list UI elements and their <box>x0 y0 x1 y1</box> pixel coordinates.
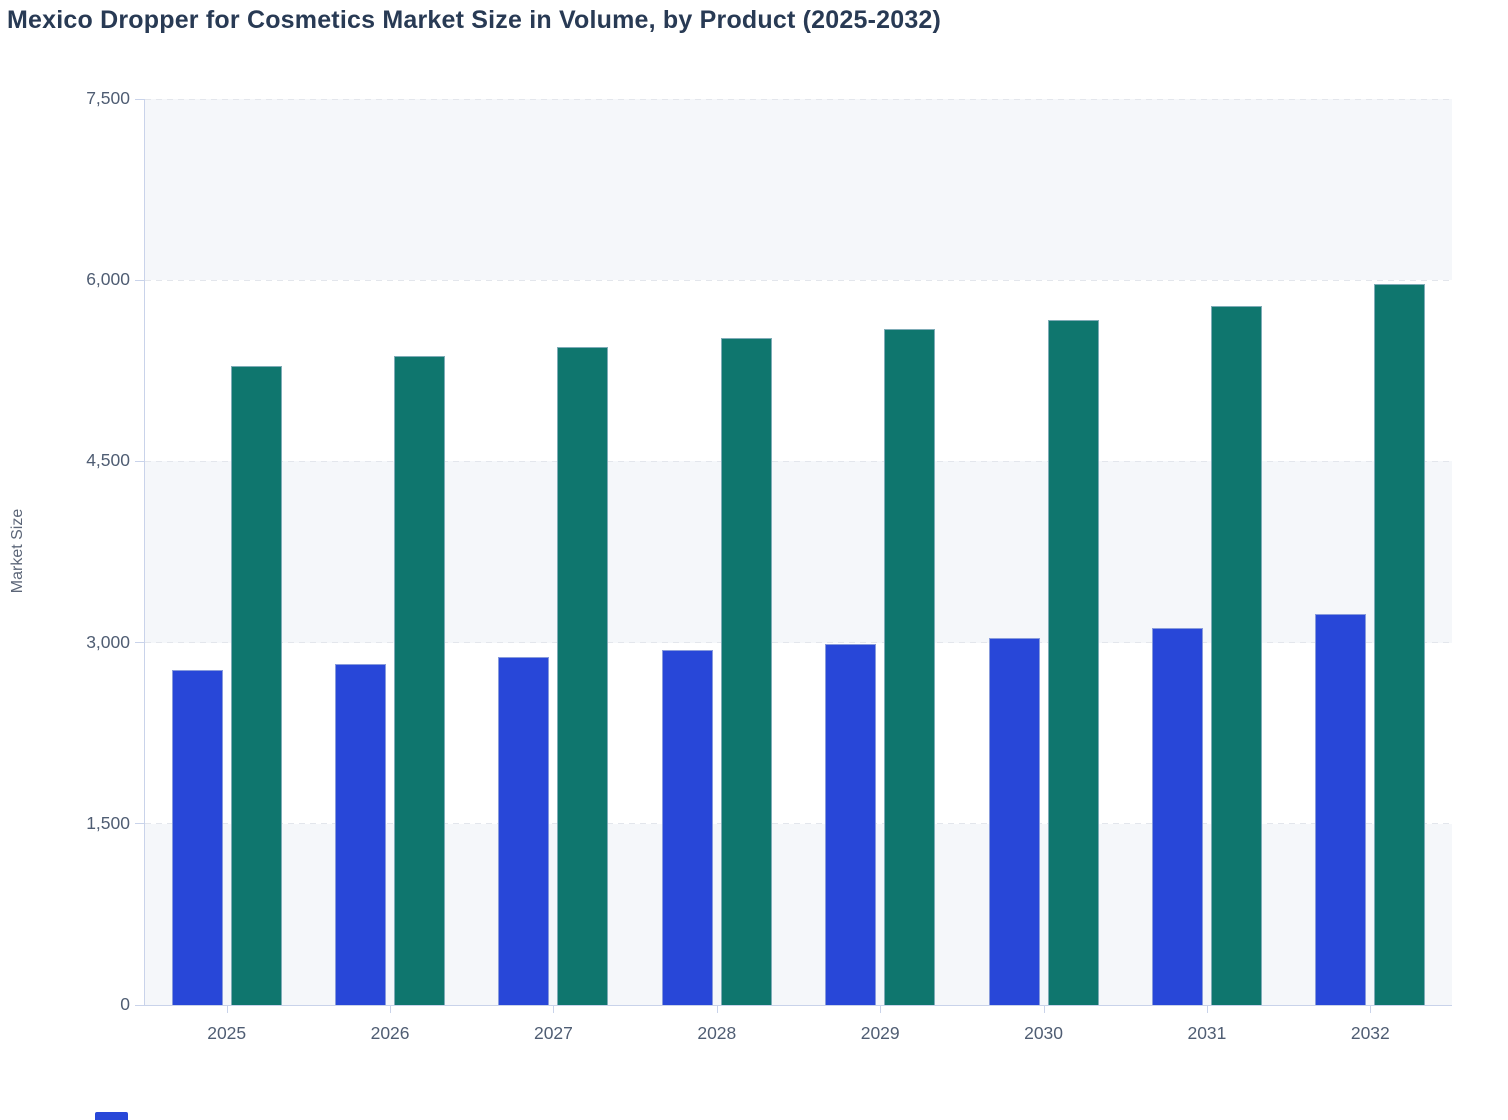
bar-series-1-2025[interactable] <box>171 670 223 1005</box>
bar-series-1-2032[interactable] <box>1315 613 1367 1005</box>
bar-series-1-2026[interactable] <box>335 663 387 1005</box>
y-axis-tick <box>135 1004 144 1006</box>
x-axis-tick <box>553 1006 555 1013</box>
x-axis-tick <box>390 1006 392 1013</box>
y-tick-label: 3,000 <box>86 631 130 652</box>
y-axis-tick <box>135 823 144 825</box>
bar-series-2-2031[interactable] <box>1210 305 1262 1005</box>
y-axis-tick <box>135 98 144 100</box>
bar-series-2-2027[interactable] <box>557 346 609 1005</box>
chart-title: Mexico Dropper for Cosmetics Market Size… <box>7 6 942 34</box>
x-tick-label: 2032 <box>1350 1023 1390 1043</box>
bar-series-1-2027[interactable] <box>498 657 550 1005</box>
bar-series-2-2029[interactable] <box>884 329 936 1005</box>
x-axis-tick <box>1206 1006 1208 1013</box>
x-tick-label: 2027 <box>533 1023 573 1043</box>
plot-background-band <box>145 99 1452 281</box>
bar-series-1-2029[interactable] <box>825 643 877 1005</box>
x-tick-label: 2025 <box>207 1023 247 1043</box>
y-gridline <box>145 642 1452 644</box>
y-gridline <box>145 823 1452 825</box>
y-gridline <box>145 460 1452 462</box>
bar-series-2-2025[interactable] <box>230 365 282 1005</box>
bar-series-1-2031[interactable] <box>1151 628 1203 1005</box>
legend-swatch[interactable] <box>95 1112 128 1120</box>
y-axis-tick <box>135 642 144 644</box>
y-axis-line <box>144 99 145 1005</box>
y-axis-tick <box>135 460 144 462</box>
x-axis-line <box>144 1005 1452 1006</box>
y-tick-label: 4,500 <box>86 450 130 471</box>
y-tick-label: 7,500 <box>86 88 130 108</box>
x-axis-tick <box>226 1006 228 1013</box>
y-gridline <box>145 98 1452 100</box>
bar-series-2-2026[interactable] <box>394 355 446 1005</box>
y-tick-label: 0 <box>120 994 130 1014</box>
bar-series-2-2032[interactable] <box>1374 283 1426 1005</box>
y-axis-title: Market Size <box>9 508 26 594</box>
plot-area <box>135 98 1452 1013</box>
bar-series-1-2030[interactable] <box>988 637 1040 1005</box>
x-axis-tick <box>716 1006 718 1013</box>
y-gridline <box>145 279 1452 281</box>
y-tick-label: 6,000 <box>86 269 130 290</box>
x-axis-tick <box>880 1006 882 1013</box>
y-tick-label: 1,500 <box>86 812 130 833</box>
x-tick-label: 2031 <box>1187 1023 1227 1043</box>
bar-series-2-2028[interactable] <box>720 337 772 1005</box>
y-axis-tick <box>135 279 144 281</box>
x-tick-label: 2026 <box>370 1023 410 1043</box>
bar-series-1-2028[interactable] <box>661 649 713 1005</box>
x-tick-label: 2030 <box>1024 1023 1064 1043</box>
x-axis-tick <box>1043 1006 1045 1013</box>
x-tick-label: 2028 <box>697 1023 737 1043</box>
x-axis-tick <box>1370 1006 1372 1013</box>
bar-series-2-2030[interactable] <box>1047 320 1099 1005</box>
x-tick-label: 2029 <box>860 1023 900 1043</box>
